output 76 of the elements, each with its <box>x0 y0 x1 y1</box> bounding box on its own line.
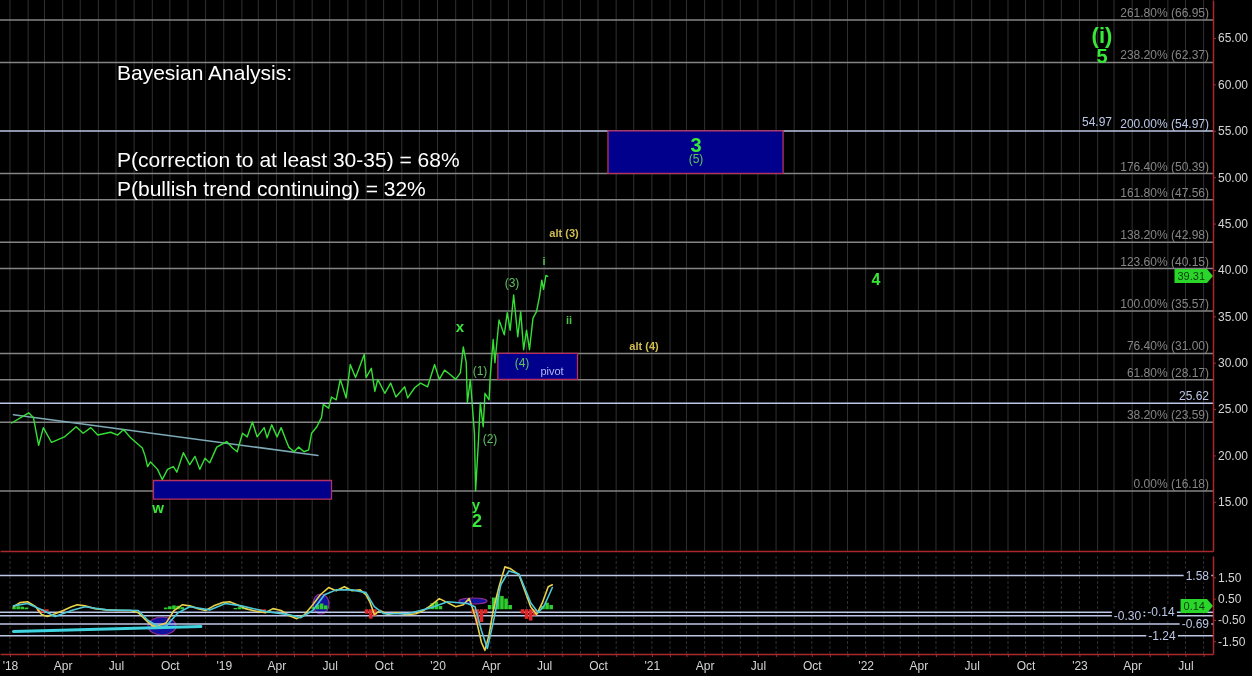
annotation: (4) <box>514 356 530 370</box>
ref-line-label: 238.20% (62.37) <box>1120 48 1209 63</box>
y-tick-label: 0.50 <box>1218 591 1242 606</box>
y-tick-label: 15.00 <box>1218 495 1249 510</box>
ref-line-label: 1.58 <box>1185 568 1210 583</box>
annotation: w <box>151 498 165 516</box>
y-tick-label: 55.00 <box>1218 124 1249 139</box>
y-tick-label: 40.00 <box>1218 263 1249 278</box>
ref-line-label: -1.24 <box>1148 628 1176 643</box>
x-tick-label: '20 <box>430 658 447 673</box>
ref-line-label: 176.40% (50.39) <box>1120 159 1209 174</box>
y-tick-label: 20.00 <box>1218 448 1249 463</box>
y-tick-label: 50.00 <box>1218 170 1249 185</box>
x-tick-label: Oct <box>374 658 395 673</box>
ref-line-label: -0.69 <box>1181 616 1210 631</box>
annotation: pivot <box>540 365 564 377</box>
y-tick-label: 35.00 <box>1218 309 1249 324</box>
ref-line-label: 123.60% (40.15) <box>1120 254 1209 269</box>
ref-line-label: -0.30 <box>1113 608 1142 623</box>
annotation: 54.97 <box>1081 115 1113 129</box>
annotation: alt (4) <box>629 340 659 352</box>
x-tick-label: '23 <box>1072 658 1089 673</box>
annotation: (1) <box>472 364 488 378</box>
annotation: P(bullish trend continuing) = 32% <box>117 177 426 200</box>
y-tick-label: 60.00 <box>1218 77 1249 92</box>
ref-line-label: 100.00% (35.57) <box>1120 297 1209 312</box>
ref-line-label: 76.40% (31.00) <box>1126 339 1209 354</box>
y-tick-label: 30.00 <box>1218 356 1249 371</box>
x-tick-label: Oct <box>802 658 823 673</box>
x-tick-label: Apr <box>267 658 287 673</box>
annotation: y <box>471 495 481 513</box>
annotation: x <box>455 317 465 335</box>
x-tick-label: Apr <box>481 658 501 673</box>
x-tick-label: Jul <box>536 658 553 673</box>
y-tick-label: -1.50 <box>1218 634 1246 649</box>
x-tick-label: Jul <box>964 658 980 673</box>
annotation: i <box>542 255 546 267</box>
ref-line-label: 0.00% (16.18) <box>1133 476 1209 491</box>
x-tick-label: '22 <box>858 658 875 673</box>
y-tick-label: 25.00 <box>1218 402 1249 417</box>
annotation: ii <box>565 314 573 326</box>
text: Bayesian Analysis: <box>117 61 293 84</box>
x-tick-label: Jul <box>750 658 767 673</box>
x-tick-label: Jul <box>322 658 338 673</box>
y-tick-label: 45.00 <box>1218 216 1249 231</box>
annotation: 0.14 <box>1183 600 1205 612</box>
x-tick-label: Apr <box>695 658 715 673</box>
annotation: P(correction to at least 30-35) = 68% <box>117 148 460 171</box>
y-tick-label: 1.50 <box>1218 570 1242 585</box>
x-tick-label: Jul <box>108 658 125 673</box>
x-tick-label: Jul <box>1178 658 1194 673</box>
ref-line-label: 261.80% (66.95) <box>1120 5 1209 20</box>
annotation: (3) <box>504 276 520 290</box>
y-tick-label: -0.50 <box>1218 613 1246 628</box>
ref-line-label: 138.20% (42.98) <box>1120 228 1209 243</box>
x-tick-label: Apr <box>909 658 929 673</box>
ref-line-label: 61.80% (28.17) <box>1126 365 1209 380</box>
ref-line-label: 200.00% (54.97) <box>1120 117 1209 132</box>
x-tick-label: '19 <box>216 658 233 673</box>
y-tick-label: 65.00 <box>1218 31 1249 46</box>
x-tick-label: Apr <box>53 658 73 673</box>
ref-line-label: 25.62 <box>1178 389 1210 404</box>
ref-line-label: 38.20% (23.59) <box>1126 408 1209 423</box>
ref-line-label: 161.80% (47.56) <box>1120 185 1209 200</box>
annotation: (2) <box>482 432 498 446</box>
annotation: 39.31 <box>1177 270 1205 282</box>
annotation: (5) <box>688 152 704 166</box>
x-tick-label: '18 <box>2 658 19 673</box>
annotation: alt (3) <box>549 227 579 239</box>
x-tick-label: Apr <box>1123 658 1143 673</box>
x-tick-label: '21 <box>644 658 661 673</box>
annotation: 4 <box>871 270 881 288</box>
x-tick-label: Oct <box>161 658 181 673</box>
ref-line-label: -0.14 <box>1147 605 1175 620</box>
x-tick-label: Oct <box>589 658 609 673</box>
x-tick-label: Oct <box>1016 658 1037 673</box>
